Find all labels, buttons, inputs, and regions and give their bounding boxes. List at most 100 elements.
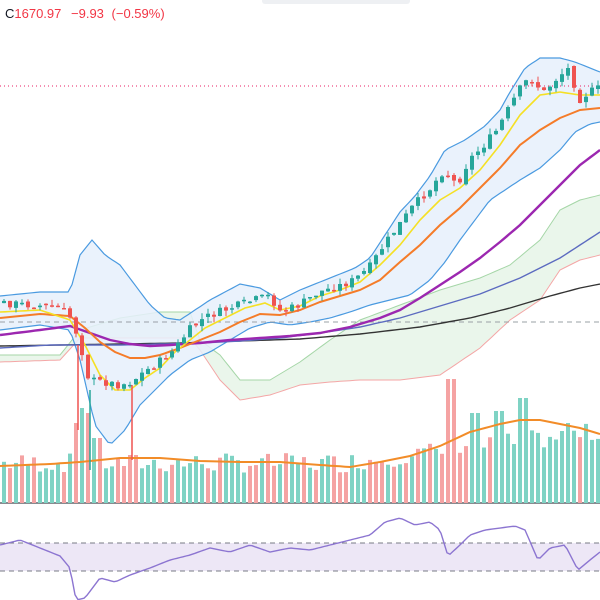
volume-bar — [464, 446, 468, 503]
candle-body — [20, 302, 24, 305]
candle-body — [572, 66, 576, 88]
volume-bar — [230, 455, 234, 503]
candle-body — [362, 271, 366, 274]
sma-slow-line — [0, 149, 600, 348]
candle-body — [86, 354, 90, 379]
volume-bar — [452, 379, 456, 503]
candle-body — [104, 380, 108, 386]
change-value: −9.93 — [71, 6, 104, 21]
candle-body — [236, 301, 240, 308]
candle-body — [500, 119, 504, 130]
volume-bar — [266, 453, 270, 503]
toolbar-edge — [262, 0, 410, 4]
candle-body — [392, 232, 396, 235]
volume-bar — [128, 455, 132, 503]
volume-bar — [476, 413, 480, 503]
candle-body — [410, 205, 414, 214]
volume-bar — [116, 457, 120, 503]
rsi-line — [0, 517, 600, 600]
candlesticks[interactable] — [2, 63, 600, 470]
volume-bar — [386, 464, 390, 503]
volume-bar — [566, 423, 570, 503]
candle-body — [338, 284, 342, 291]
volume-bar — [152, 459, 156, 503]
candle-body — [98, 377, 102, 380]
candle-body — [158, 357, 162, 368]
candle-body — [578, 89, 582, 103]
candle-body — [320, 290, 324, 296]
volume-bar — [398, 464, 402, 503]
candle-body — [422, 196, 426, 199]
volume-bar — [68, 453, 72, 503]
close-label: C — [5, 6, 15, 21]
volume-bar — [188, 463, 192, 503]
candle-body — [584, 96, 588, 103]
volume-bar — [200, 464, 204, 503]
candle-body — [176, 342, 180, 352]
candle-body — [506, 107, 510, 119]
candle-body — [74, 317, 78, 334]
volume-bar — [32, 457, 36, 503]
candle-body — [548, 86, 552, 91]
volume-bar — [350, 455, 354, 503]
candle-body — [380, 249, 384, 255]
volume-bar — [290, 455, 294, 503]
candle-body — [170, 351, 174, 358]
candle-body — [464, 168, 468, 185]
volume-bars — [2, 379, 600, 503]
candle-body — [50, 305, 54, 307]
candle-body — [416, 197, 420, 206]
volume-bar — [362, 469, 366, 503]
candle-body — [2, 300, 6, 304]
candle-body — [458, 178, 462, 183]
volume-bar — [470, 413, 474, 503]
volume-bar — [440, 453, 444, 503]
candle-body — [26, 301, 30, 308]
candle-body — [398, 222, 402, 235]
volume-bar — [110, 466, 114, 503]
candle-body — [482, 147, 486, 153]
volume-bar — [536, 432, 540, 503]
candle-body — [14, 301, 18, 308]
candle-body — [194, 323, 198, 326]
candle-body — [44, 303, 48, 306]
volume-bar — [458, 452, 462, 503]
volume-bar — [326, 455, 330, 503]
volume-bar — [86, 413, 90, 503]
volume-bar — [50, 469, 54, 503]
candle-body — [38, 305, 42, 308]
volume-bar — [338, 472, 342, 503]
candle-body — [494, 130, 498, 135]
volume-bar — [182, 466, 186, 503]
volume-bar — [482, 447, 486, 503]
candle-body — [32, 307, 36, 310]
volume-bar — [314, 469, 318, 503]
candle-body — [512, 97, 516, 106]
candle-body — [524, 80, 528, 86]
volume-bar — [260, 458, 264, 503]
candle-body — [122, 384, 126, 389]
volume-bar — [212, 470, 216, 503]
rsi-band — [0, 543, 600, 571]
volume-bar — [422, 448, 426, 503]
candle-body — [254, 296, 258, 301]
candle-body — [200, 319, 204, 327]
volume-moving-average — [0, 419, 600, 469]
candle-body — [344, 283, 348, 287]
candle-body — [62, 308, 66, 310]
volume-bar — [584, 423, 588, 503]
rsi-pane — [0, 517, 600, 600]
volume-bar — [272, 465, 276, 503]
volume-bar — [248, 465, 252, 503]
candle-body — [266, 294, 270, 297]
candle-body — [92, 377, 96, 380]
volume-bar — [554, 439, 558, 503]
candle-body — [134, 379, 138, 385]
candle-body — [332, 289, 336, 292]
candle-body — [554, 80, 558, 89]
candle-body — [116, 382, 120, 389]
volume-bar — [158, 468, 162, 503]
volume-bar — [176, 460, 180, 503]
volume-bar — [332, 456, 336, 503]
